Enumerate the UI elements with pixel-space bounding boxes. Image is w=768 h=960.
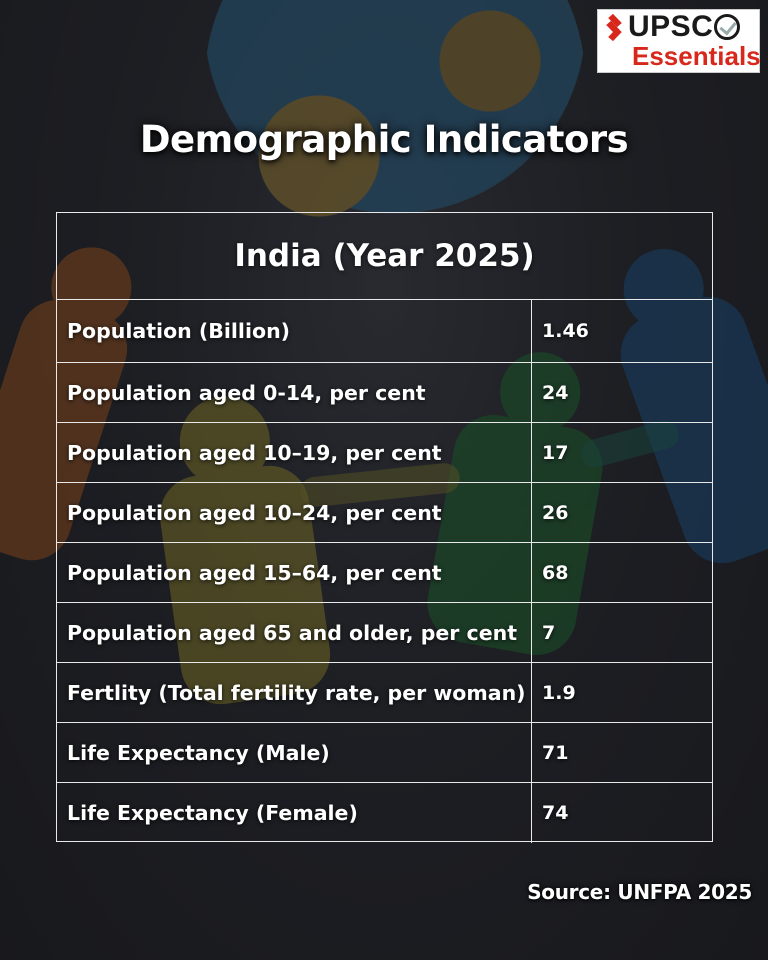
indicator-label: Population aged 10–24, per cent bbox=[57, 483, 532, 542]
indicator-value: 1.46 bbox=[542, 320, 589, 342]
upsc-essentials-logo: UPSC Essentials bbox=[597, 9, 761, 73]
table-row: Population aged 10–19, per cent 17 bbox=[57, 423, 712, 483]
indicators-table: India (Year 2025) Population (Billion) 1.… bbox=[56, 212, 713, 843]
indicator-label: Population aged 65 and older, per cent bbox=[57, 603, 532, 662]
indicator-value: 26 bbox=[542, 501, 569, 524]
indicator-value: 24 bbox=[542, 381, 569, 404]
indicator-label: Life Expectancy (Female) bbox=[57, 783, 532, 843]
indicator-value: 74 bbox=[542, 802, 569, 824]
indicator-value: 71 bbox=[542, 741, 569, 764]
table-row: Fertlity (Total fertility rate, per woma… bbox=[57, 663, 712, 723]
table-row: Population (Billion) 1.46 bbox=[57, 300, 712, 363]
indicator-label: Population (Billion) bbox=[57, 300, 532, 362]
indicator-label: Life Expectancy (Male) bbox=[57, 723, 532, 782]
indicator-value: 1.9 bbox=[542, 681, 576, 704]
indicator-label: Fertlity (Total fertility rate, per woma… bbox=[57, 663, 532, 722]
table-row: Population aged 65 and older, per cent 7 bbox=[57, 603, 712, 663]
logo-text-upsc: UPSC bbox=[628, 10, 714, 43]
page-title: Demographic Indicators bbox=[139, 118, 629, 161]
table-row: Population aged 0-14, per cent 24 bbox=[57, 363, 712, 423]
check-circle-icon bbox=[714, 14, 741, 40]
indicator-label: Population aged 15–64, per cent bbox=[57, 543, 532, 602]
indicator-value: 17 bbox=[542, 441, 569, 464]
indicator-value: 7 bbox=[542, 621, 556, 644]
table-body: Population (Billion) 1.46 Population aged … bbox=[57, 300, 712, 843]
logo-stripes-icon bbox=[604, 13, 626, 42]
source-note: Source: UNFPA 2025 bbox=[527, 880, 752, 904]
indicator-label: Population aged 10–19, per cent bbox=[57, 423, 532, 482]
indicator-label: Population aged 0-14, per cent bbox=[57, 363, 532, 422]
table-row: Life Expectancy (Female) 74 bbox=[57, 783, 712, 843]
indicator-value: 68 bbox=[542, 561, 569, 584]
logo-text-essentials: Essentials bbox=[632, 41, 761, 71]
table-row: Population aged 10–24, per cent 26 bbox=[57, 483, 712, 543]
table-row: Population aged 15–64, per cent 68 bbox=[57, 543, 712, 603]
table-row: Life Expectancy (Male) 71 bbox=[57, 723, 712, 783]
table-header: India (Year 2025) bbox=[57, 213, 712, 300]
